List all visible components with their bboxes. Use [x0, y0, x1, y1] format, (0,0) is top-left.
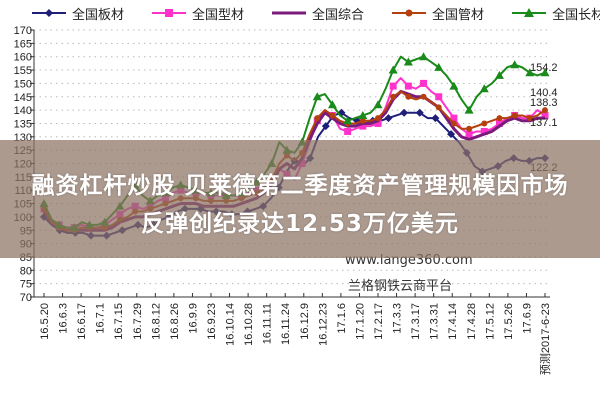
headline-overlay — [0, 140, 600, 258]
svg-text:17.2.17: 17.2.17 — [373, 303, 385, 340]
svg-text:140: 140 — [14, 105, 32, 117]
legend-label: 全国板材 — [72, 7, 125, 23]
svg-text:16.10.28: 16.10.28 — [243, 303, 255, 346]
svg-text:140.4: 140.4 — [530, 87, 558, 99]
svg-text:165: 165 — [14, 38, 32, 50]
svg-text:150: 150 — [14, 78, 32, 90]
svg-text:16.10.14: 16.10.14 — [225, 303, 237, 346]
svg-text:17.3.31: 17.3.31 — [429, 303, 441, 340]
svg-text:17.3.17: 17.3.17 — [410, 303, 422, 340]
legend-label: 全国综合 — [312, 7, 365, 23]
legend: 全国板材 全国型材 全国综合 全国管材 全国长材 — [30, 4, 600, 23]
line-marker-icon — [272, 11, 307, 15]
svg-text:16.6.17: 16.6.17 — [76, 303, 88, 340]
svg-text:75: 75 — [20, 279, 32, 291]
svg-text:16.8.26: 16.8.26 — [169, 303, 181, 340]
svg-text:16.11.24: 16.11.24 — [280, 303, 292, 345]
svg-text:145: 145 — [14, 92, 32, 104]
svg-text:17.4.14: 17.4.14 — [447, 303, 459, 340]
svg-text:135: 135 — [14, 118, 32, 130]
svg-text:155: 155 — [14, 65, 32, 77]
headline-line-2: 反弹创纪录达12.53万亿美元 — [141, 211, 459, 237]
svg-text:17.5.12: 17.5.12 — [484, 303, 496, 340]
svg-text:16.7.29: 16.7.29 — [132, 303, 144, 340]
svg-text:16.7.15: 16.7.15 — [113, 303, 125, 340]
legend-item-section: 全国型材 — [150, 4, 245, 23]
legend-item-composite: 全国综合 — [270, 4, 365, 23]
triangle-marker-icon — [512, 8, 547, 17]
svg-text:17.1.20: 17.1.20 — [354, 303, 366, 340]
svg-text:16.8.12: 16.8.12 — [150, 303, 162, 340]
svg-text:16.12.9: 16.12.9 — [299, 303, 311, 340]
svg-text:170: 170 — [14, 25, 32, 37]
watermark-brand: 兰格钢铁云商平台 — [348, 279, 453, 294]
svg-text:16.9.9: 16.9.9 — [187, 303, 199, 334]
svg-text:16.5.20: 16.5.20 — [39, 303, 51, 340]
svg-text:16.6.3: 16.6.3 — [58, 303, 70, 334]
svg-text:17.1.6: 17.1.6 — [336, 303, 348, 334]
svg-text:137.1: 137.1 — [530, 117, 558, 129]
legend-item-plate: 全国板材 — [30, 4, 125, 23]
svg-text:138.3: 138.3 — [530, 97, 558, 109]
svg-text:预测2017-6-23: 预测2017-6-23 — [539, 303, 552, 375]
headline-line-1: 融资杠杆炒股 贝莱德第二季度资产管理规模因市场 — [31, 173, 569, 199]
circle-marker-icon — [392, 9, 427, 17]
svg-text:16.11.11: 16.11.11 — [262, 303, 274, 344]
svg-text:17.5.26: 17.5.26 — [503, 303, 515, 340]
diamond-marker-icon — [32, 9, 66, 17]
legend-label: 全国管材 — [432, 7, 485, 23]
svg-text:16.7.1: 16.7.1 — [95, 303, 107, 334]
svg-text:70: 70 — [20, 292, 32, 304]
svg-text:80: 80 — [20, 265, 32, 277]
legend-label: 全国长材 — [552, 7, 600, 23]
legend-item-pipe: 全国管材 — [390, 4, 485, 23]
x-axis: 16.5.20 16.6.3 16.6.17 16.7.1 16.7.15 16.7.29… — [34, 293, 552, 375]
legend-label: 全国型材 — [192, 7, 245, 23]
svg-text:16.9.23: 16.9.23 — [206, 303, 218, 340]
svg-text:17.6.9: 17.6.9 — [521, 303, 533, 334]
square-marker-icon — [152, 9, 187, 17]
svg-text:17.4.28: 17.4.28 — [466, 303, 478, 340]
svg-text:16.12.23: 16.12.23 — [317, 303, 329, 346]
svg-text:154.2: 154.2 — [530, 62, 558, 74]
legend-item-long: 全国长材 — [510, 4, 600, 23]
svg-text:17.3.3: 17.3.3 — [392, 303, 404, 334]
svg-text:160: 160 — [14, 52, 32, 64]
